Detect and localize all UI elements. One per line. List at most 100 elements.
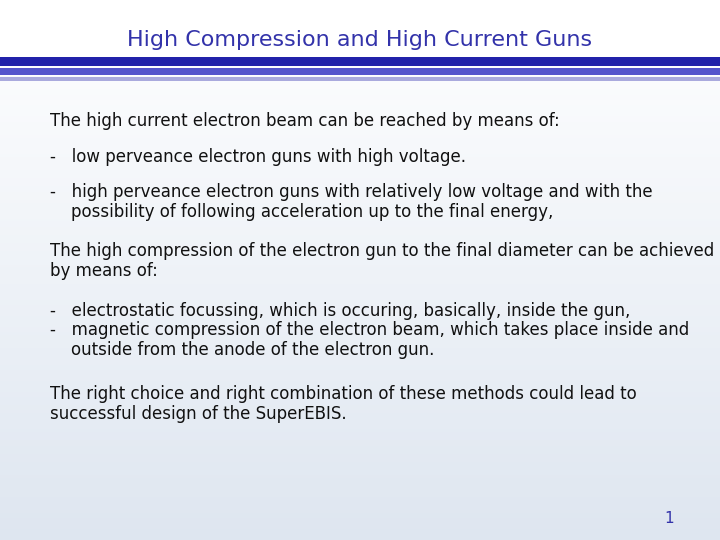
Bar	[0, 132, 720, 135]
Bar	[0, 432, 720, 435]
Bar	[0, 208, 720, 211]
Bar	[0, 5, 720, 8]
Bar	[0, 81, 720, 84]
Bar	[0, 157, 720, 159]
Bar	[0, 505, 720, 508]
Bar	[0, 308, 720, 310]
Bar	[0, 532, 720, 535]
Bar	[0, 502, 720, 505]
Text: successful design of the SuperEBIS.: successful design of the SuperEBIS.	[50, 405, 347, 423]
Bar	[0, 319, 720, 321]
Bar	[0, 176, 720, 178]
Bar	[0, 470, 720, 472]
Bar	[0, 167, 720, 170]
Bar	[0, 8, 720, 11]
Bar	[0, 310, 720, 313]
Bar	[0, 367, 720, 370]
Bar	[0, 467, 720, 470]
Bar	[0, 146, 720, 148]
Bar	[0, 316, 720, 319]
Bar	[0, 370, 720, 373]
Bar	[0, 286, 720, 289]
Bar	[0, 189, 720, 192]
Bar	[0, 321, 720, 324]
Bar	[0, 521, 720, 524]
Bar	[0, 524, 720, 526]
Bar	[0, 35, 720, 38]
Bar	[0, 394, 720, 397]
Bar	[0, 386, 720, 389]
Bar	[0, 113, 720, 116]
Bar	[0, 297, 720, 300]
Bar	[0, 278, 720, 281]
Bar	[0, 11, 720, 14]
Bar	[0, 148, 720, 151]
Bar	[0, 332, 720, 335]
Bar	[0, 491, 720, 494]
Bar	[0, 281, 720, 284]
Bar	[0, 16, 720, 19]
Bar	[0, 57, 720, 59]
Bar	[0, 364, 720, 367]
Bar	[0, 105, 720, 108]
Bar	[0, 68, 720, 75]
Bar	[0, 373, 720, 375]
Bar	[0, 356, 720, 359]
Bar	[0, 100, 720, 103]
Bar	[0, 518, 720, 521]
Bar	[0, 265, 720, 267]
Bar	[0, 389, 720, 392]
Bar	[0, 251, 720, 254]
Bar	[0, 27, 720, 30]
Bar	[0, 329, 720, 332]
Bar	[0, 454, 720, 456]
Bar	[0, 400, 720, 402]
Text: The right choice and right combination of these methods could lead to: The right choice and right combination o…	[50, 385, 637, 403]
Bar	[0, 529, 720, 532]
Bar	[0, 383, 720, 386]
Bar	[0, 111, 720, 113]
Bar	[0, 46, 720, 49]
Bar	[0, 397, 720, 400]
Bar	[0, 435, 720, 437]
Bar	[0, 124, 720, 127]
Bar	[0, 194, 720, 197]
Bar	[0, 119, 720, 122]
Bar	[0, 49, 720, 51]
Text: -   low perveance electron guns with high voltage.: - low perveance electron guns with high …	[50, 147, 467, 166]
Bar	[0, 437, 720, 440]
Bar	[0, 343, 720, 346]
Bar	[0, 240, 720, 243]
Bar	[0, 443, 720, 445]
Bar	[0, 73, 720, 76]
Bar	[0, 378, 720, 381]
Bar	[0, 481, 720, 483]
Bar	[0, 351, 720, 354]
Bar	[0, 302, 720, 305]
Bar	[0, 205, 720, 208]
Bar	[0, 254, 720, 256]
Bar	[0, 230, 720, 232]
Bar	[0, 3, 720, 5]
Bar	[0, 181, 720, 184]
Bar	[0, 184, 720, 186]
Bar	[0, 0, 720, 76]
Bar	[0, 78, 720, 81]
Bar	[0, 429, 720, 432]
Bar	[0, 178, 720, 181]
Bar	[0, 51, 720, 54]
Bar	[0, 135, 720, 138]
Bar	[0, 211, 720, 213]
Bar	[0, 227, 720, 229]
Text: The high current electron beam can be reached by means of:: The high current electron beam can be re…	[50, 112, 560, 131]
Bar	[0, 19, 720, 22]
Bar	[0, 186, 720, 189]
Bar	[0, 248, 720, 251]
Bar	[0, 348, 720, 351]
Text: -   high perveance electron guns with relatively low voltage and with the: - high perveance electron guns with rela…	[50, 183, 653, 201]
Bar	[0, 92, 720, 94]
Bar	[0, 238, 720, 240]
Bar	[0, 446, 720, 448]
Bar	[0, 159, 720, 162]
Bar	[0, 0, 720, 3]
